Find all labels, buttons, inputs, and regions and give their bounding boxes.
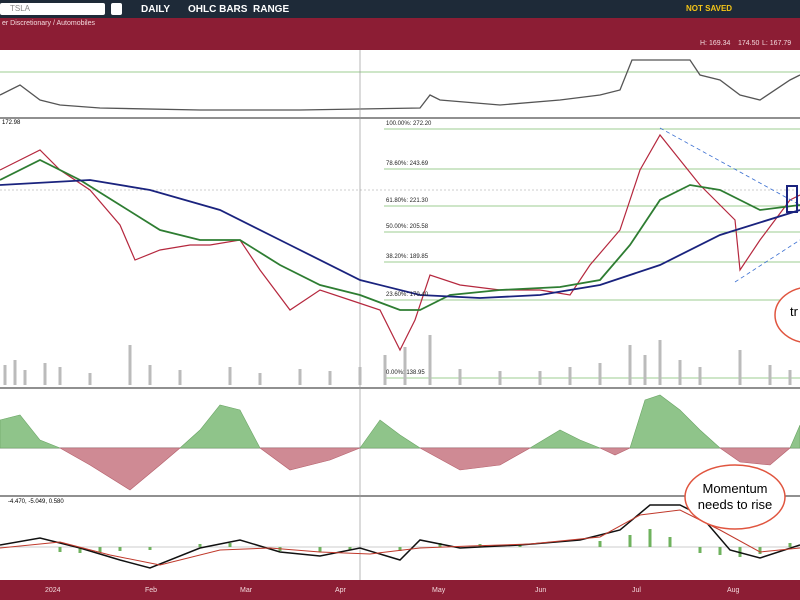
macd-line [0,504,800,569]
axis-label: Jun [535,587,547,594]
symbol-input[interactable]: TSLA [10,4,31,13]
sector-label: er Discretionary / Automobiles [2,20,95,27]
chart-type-menu[interactable]: OHLC BARS [188,4,248,15]
macd-histogram [58,529,792,557]
annotation: Momentum needs to rise [697,481,773,512]
add-button[interactable] [111,3,122,15]
save-status[interactable]: NOT SAVED [686,4,733,13]
toolbar-bg [0,0,800,18]
time-axis-bg [0,580,800,600]
fib-label: 100.00%: 272.20 [386,121,432,127]
axis-label: Feb [145,587,158,594]
symbol-box[interactable] [0,3,105,15]
axis-label: Mar [240,587,253,594]
fib-lines [384,128,800,379]
axis-label: Aug [727,587,740,594]
fib-label: 23.60%: 170.40 [386,292,429,298]
long-ma [0,179,800,299]
fib-label: 0.00%: 138.95 [386,370,425,376]
volume-bars [3,335,792,385]
range-menu[interactable]: RANGE [253,4,290,15]
trend-channel [659,127,800,283]
axis-label: Apr [335,587,346,594]
axis-label: 2024 [45,587,61,594]
signal-line [0,509,800,566]
close-value: 174.50 [738,40,760,47]
interval-menu[interactable]: DAILY [141,4,171,15]
axis-label: Jul [632,587,641,594]
oscillator-negative [58,447,791,491]
top-indicator-line [0,59,800,111]
fib-label: 50.00%: 205.58 [386,224,429,230]
header-band [0,18,800,50]
fib-label: 61.80%: 221.30 [386,198,429,204]
oscillator-positive [0,394,800,449]
macd-values: -4.470, -5.049, 0.580 [8,499,64,505]
price-bars [0,133,800,352]
high-value: H: 169.34 [700,40,731,47]
low-value: L: 167.79 [762,40,792,47]
axis-label: May [432,587,446,594]
fib-label: 38.20%: 189.85 [386,254,429,260]
price-tag: 172.98 [2,120,21,126]
fib-label: 78.60%: 243.69 [386,161,429,167]
annotation: tr [790,304,798,319]
highlight-box [786,185,798,213]
callout-circle [684,464,786,530]
short-ma [0,158,800,311]
callout-circle [774,287,800,343]
